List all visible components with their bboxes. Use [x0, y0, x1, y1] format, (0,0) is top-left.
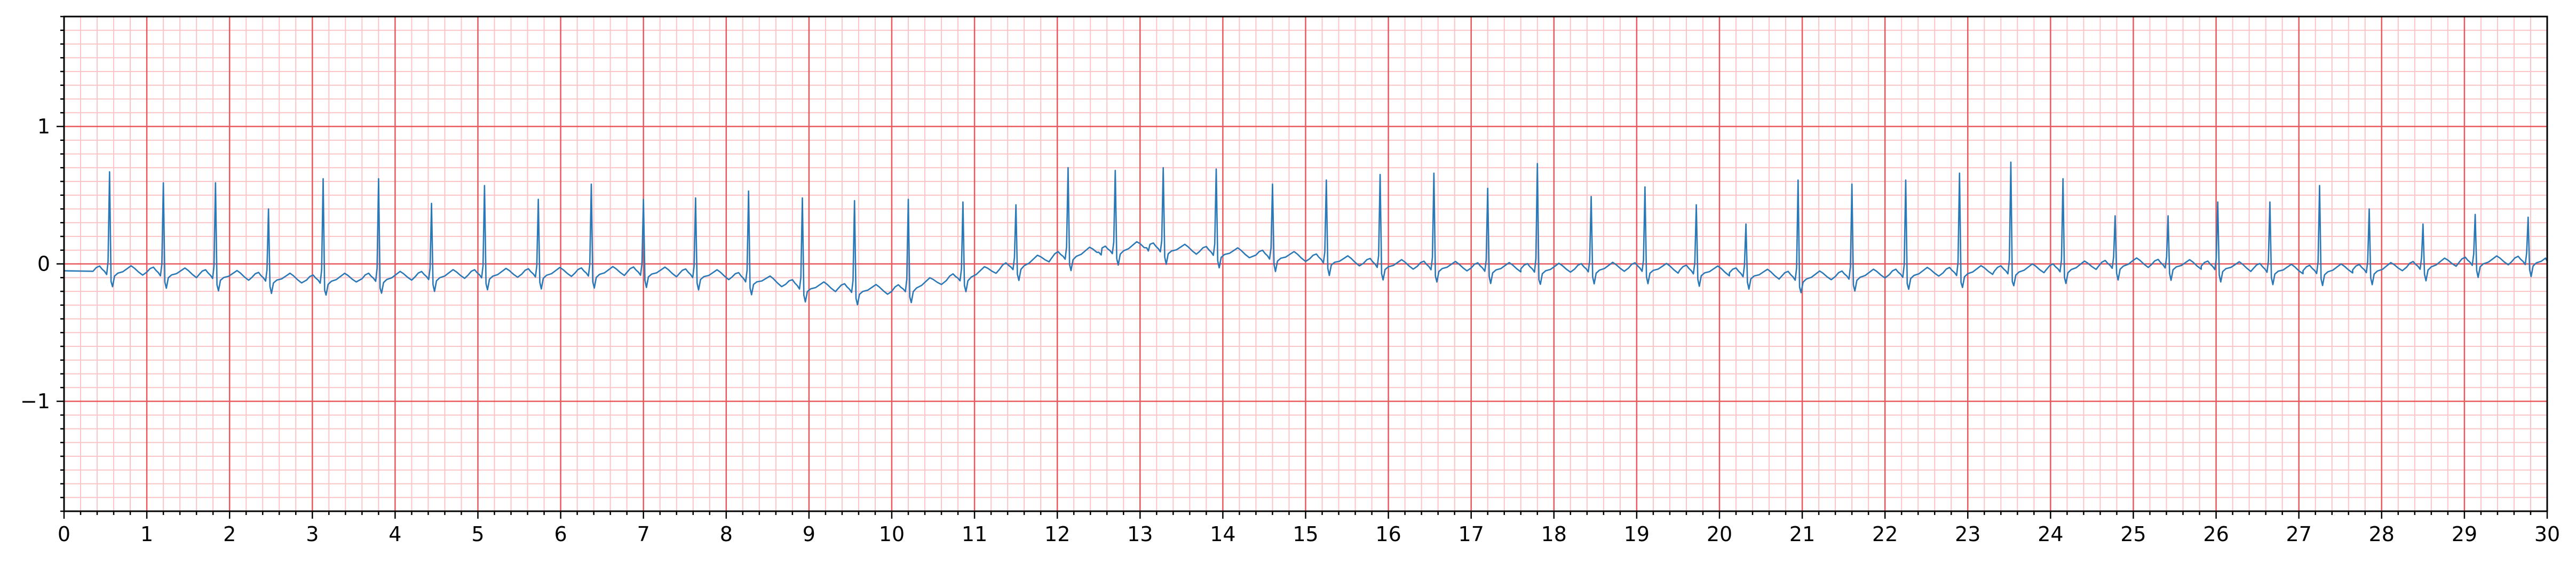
x-tick-label: 19	[1624, 522, 1650, 546]
x-tick-label: 17	[1459, 522, 1484, 546]
x-tick-label: 28	[2369, 522, 2395, 546]
x-tick-label: 4	[389, 522, 401, 546]
series-layer	[64, 161, 2548, 306]
x-tick-label: 6	[554, 522, 567, 546]
x-tick-label: 29	[2452, 522, 2477, 546]
y-axis-ticks: −1 0 1	[20, 15, 64, 512]
x-tick-label: 12	[1044, 522, 1070, 546]
x-tick-label: 26	[2203, 522, 2229, 546]
x-tick-label: 5	[471, 522, 484, 546]
x-tick-label: 13	[1127, 522, 1153, 546]
y-tick-label: 0	[37, 252, 50, 276]
x-tick-label: 25	[2120, 522, 2146, 546]
x-tick-label: 15	[1293, 522, 1318, 546]
ecg-series-line	[64, 161, 2548, 306]
x-tick-label: 2	[223, 522, 236, 546]
x-tick-label: 21	[1789, 522, 1815, 546]
x-tick-label: 20	[1707, 522, 1732, 546]
x-tick-label: 0	[58, 522, 70, 546]
x-tick-label: 11	[962, 522, 987, 546]
x-axis-ticks: 0 1 2 3 4 5 6 7 8 9 10 11 12 13 14 15 16 17 18 19 20 21 22 23 24…	[58, 511, 2560, 546]
x-tick-label: 8	[720, 522, 733, 546]
x-tick-label: 14	[1210, 522, 1235, 546]
x-tick-label: 7	[637, 522, 650, 546]
x-tick-label: 16	[1375, 522, 1401, 546]
x-tick-label: 23	[1955, 522, 1980, 546]
x-tick-label: 18	[1541, 522, 1567, 546]
x-tick-label: 3	[306, 522, 319, 546]
x-tick-label: 30	[2534, 522, 2560, 546]
y-tick-label: −1	[20, 390, 50, 413]
x-tick-label: 24	[2038, 522, 2063, 546]
x-tick-label: 22	[1872, 522, 1898, 546]
x-tick-label: 27	[2286, 522, 2312, 546]
y-tick-label: 1	[37, 115, 50, 138]
major-grid	[63, 17, 2548, 511]
x-tick-label: 9	[803, 522, 815, 546]
x-tick-label: 10	[879, 522, 905, 546]
x-tick-label: 1	[140, 522, 153, 546]
